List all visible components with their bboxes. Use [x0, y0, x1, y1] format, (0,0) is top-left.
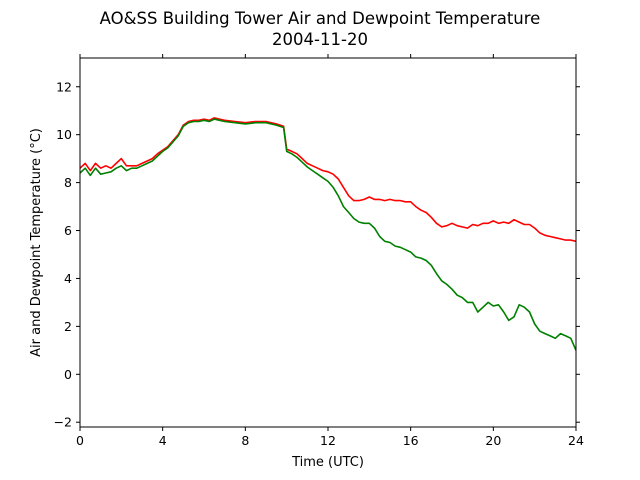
- air-temperature-line: [80, 117, 576, 243]
- chart-title: AO&SS Building Tower Air and Dewpoint Te…: [100, 9, 541, 28]
- y-axis-label: Air and Dewpoint Temperature (°C): [29, 128, 44, 357]
- x-axis-label: Time (UTC): [291, 455, 364, 470]
- x-tick-label: 16: [403, 433, 419, 448]
- series-layer: [80, 117, 576, 351]
- y-axis: −2 0 2 4 6 8 10 12: [54, 79, 580, 430]
- x-tick-label: 8: [241, 433, 249, 448]
- y-tick-label: 6: [64, 223, 72, 238]
- y-tick-label: 8: [64, 175, 72, 190]
- y-tick-label: 2: [64, 319, 72, 334]
- y-tick-label: 4: [64, 271, 72, 286]
- plot-area: [80, 58, 576, 427]
- y-tick-label: 12: [56, 79, 72, 94]
- y-tick-label: −2: [54, 415, 72, 430]
- x-tick-label: 20: [485, 433, 501, 448]
- dewpoint-temperature-line: [80, 118, 576, 351]
- x-tick-label: 12: [320, 433, 336, 448]
- chart-subtitle: 2004-11-20: [272, 30, 368, 49]
- plot-frame: [79, 57, 577, 428]
- x-axis: 0 4 8 12 16 20 24: [76, 54, 584, 448]
- x-tick-label: 4: [159, 433, 167, 448]
- y-tick-label: 0: [64, 367, 72, 382]
- x-tick-label: 24: [568, 433, 584, 448]
- x-tick-label: 0: [76, 433, 84, 448]
- y-tick-label: 10: [56, 127, 72, 142]
